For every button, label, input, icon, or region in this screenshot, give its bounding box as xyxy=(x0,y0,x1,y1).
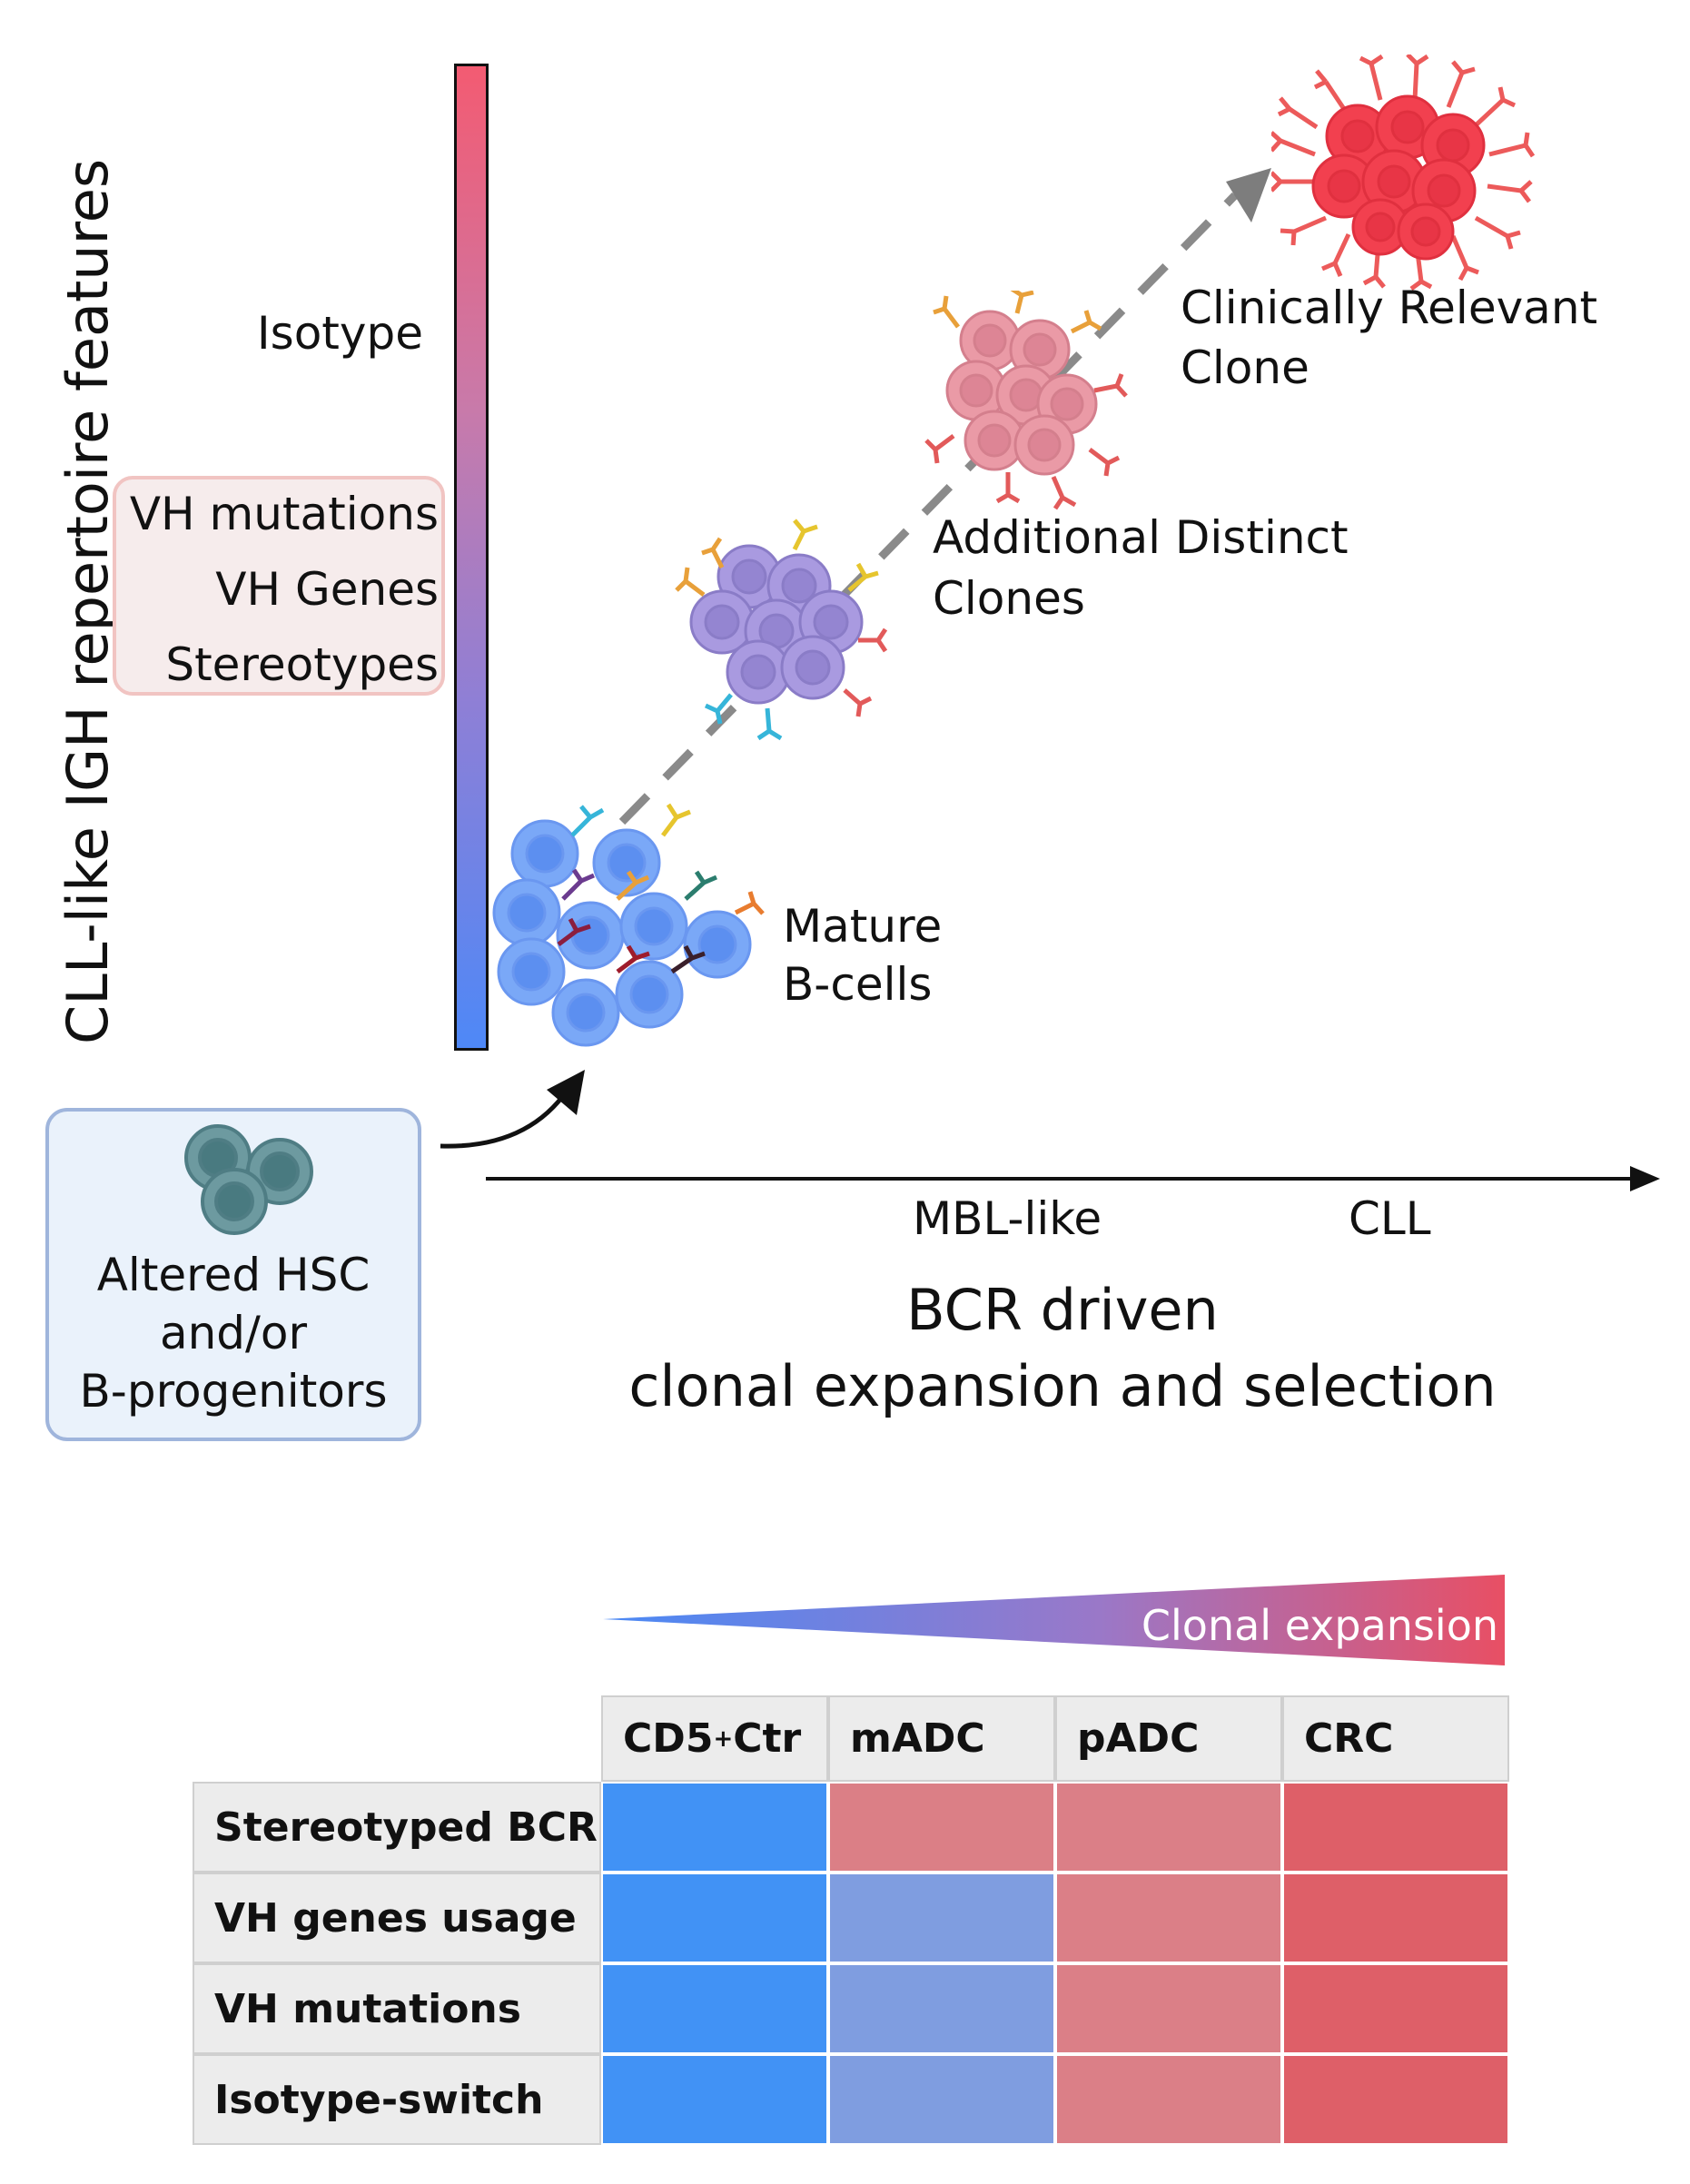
table-cell xyxy=(828,1963,1055,2054)
column-header-crc: CRC xyxy=(1282,1695,1509,1782)
column-header-cd5-sup: + xyxy=(713,1724,734,1753)
progression-arrowhead xyxy=(1226,168,1271,222)
column-header-padc: pADC xyxy=(1055,1695,1282,1782)
clinically-relevant-label-line1: Clinically Relevant xyxy=(1181,282,1598,334)
x-tick-cll: CLL xyxy=(1349,1192,1431,1245)
x-axis-arrowhead xyxy=(1630,1166,1660,1191)
x-axis-title-line2: clonal expansion and selection xyxy=(628,1353,1497,1419)
row-header-stereotyped-bcr: Stereotyped BCR xyxy=(193,1782,601,1873)
hsc-label-line2: and/or xyxy=(159,1307,308,1359)
x-axis-title-line1: BCR driven xyxy=(906,1277,1219,1343)
row-header-isotype-switch: Isotype-switch xyxy=(193,2054,601,2145)
column-header-cd5-main: CD5 xyxy=(623,1715,714,1762)
mature-bcells-label-line1: Mature xyxy=(783,900,943,953)
additional-clones-label-line1: Additional Distinct xyxy=(933,511,1349,564)
table-cell xyxy=(828,1782,1055,1873)
stereotypes-label: Stereotypes xyxy=(165,638,439,691)
row-header-vh-genes-usage: VH genes usage xyxy=(193,1873,601,1963)
clonal-expansion-label: Clonal expansion xyxy=(1141,1601,1498,1650)
table-cell xyxy=(601,1873,828,1963)
hsc-to-bcells-arrow xyxy=(440,1088,570,1149)
progression-dashed-arrow xyxy=(618,192,1239,825)
x-tick-mbl-like: MBL-like xyxy=(913,1192,1102,1245)
column-header-madc: mADC xyxy=(828,1695,1055,1782)
table-cell xyxy=(1055,2054,1282,2145)
table-cell xyxy=(601,1963,828,2054)
table-cell xyxy=(1282,1873,1509,1963)
clonal-expansion-wedge xyxy=(603,1575,1505,1665)
hsc-label-line1: Altered HSC xyxy=(96,1249,371,1301)
mature-bcells-cluster xyxy=(492,803,765,1047)
feature-group-box xyxy=(113,476,445,696)
table-cell xyxy=(1282,1782,1509,1873)
additional-clones-pink-cluster xyxy=(924,291,1128,510)
diagram-arrows xyxy=(440,168,1660,1191)
column-header-padc-label: pADC xyxy=(1077,1715,1200,1762)
clinically-relevant-label-line2: Clone xyxy=(1181,341,1310,394)
table-cell xyxy=(1055,1782,1282,1873)
additional-clones-label-line2: Clones xyxy=(933,572,1085,625)
table-cell xyxy=(1282,1963,1509,2054)
table-cell xyxy=(1055,1963,1282,2054)
isotype-label: Isotype xyxy=(256,307,423,360)
mature-bcells-label-line2: B-cells xyxy=(783,958,933,1011)
vh-mutations-label: VH mutations xyxy=(129,488,439,540)
hsc-cells-icon xyxy=(184,1124,313,1235)
column-header-cd5-rest: Ctr xyxy=(733,1715,802,1762)
table-cell xyxy=(601,1782,828,1873)
feature-gradient-bar xyxy=(454,64,489,1051)
table-cell xyxy=(828,2054,1055,2145)
vh-genes-label: VH Genes xyxy=(215,563,439,616)
table-cell xyxy=(828,1873,1055,1963)
hsc-arrowhead xyxy=(547,1070,585,1115)
table-cell xyxy=(1055,1873,1282,1963)
hsc-label-line3: B-progenitors xyxy=(79,1365,388,1418)
table-cell xyxy=(601,2054,828,2145)
clinically-relevant-clone-cluster xyxy=(1271,54,1536,291)
row-header-vh-mutations: VH mutations xyxy=(193,1963,601,2054)
column-header-crc-label: CRC xyxy=(1304,1715,1394,1762)
additional-clones-purple-cluster xyxy=(675,519,888,741)
table-cell xyxy=(1282,2054,1509,2145)
column-header-madc-label: mADC xyxy=(850,1715,985,1762)
column-header-cd5-ctr: CD5 + Ctr xyxy=(601,1695,828,1782)
